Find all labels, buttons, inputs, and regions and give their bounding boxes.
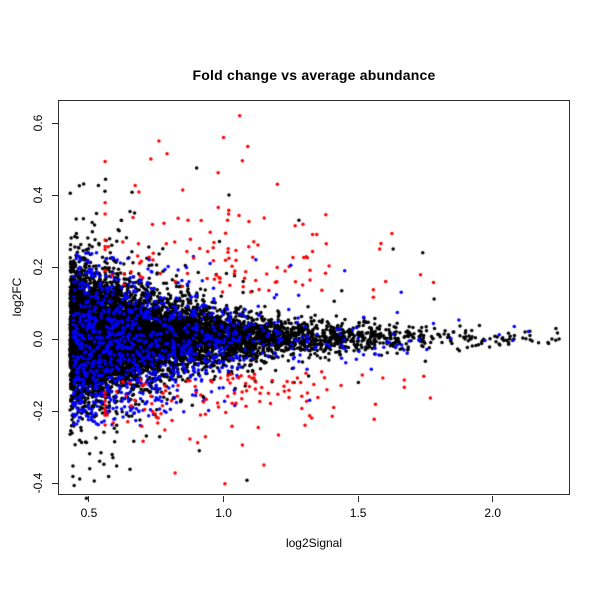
- x-axis-tick-mark: [357, 496, 359, 502]
- x-axis-title: log2Signal: [285, 536, 343, 550]
- x-axis-tick-mark: [223, 496, 225, 502]
- x-axis-tick-mark: [88, 496, 90, 502]
- y-axis-tick-mark: [52, 410, 58, 412]
- chart-title: Fold change vs average abundance: [192, 67, 436, 83]
- y-axis-tick-mark: [52, 338, 58, 340]
- y-axis-tick-label: -0.2: [31, 400, 45, 422]
- y-axis-title: log2FC: [10, 277, 24, 317]
- y-axis-tick-label: 0.0: [31, 330, 45, 348]
- x-axis-tick-label: 0.5: [80, 506, 98, 520]
- y-axis-tick-label: -0.4: [31, 472, 45, 494]
- y-axis-tick-mark: [52, 194, 58, 196]
- y-axis-tick-label: 0.4: [31, 186, 45, 204]
- x-axis-tick-label: 2.0: [484, 506, 502, 520]
- y-axis-tick-mark: [52, 266, 58, 268]
- y-axis-tick-mark: [52, 122, 58, 124]
- y-axis-tick-label: 0.6: [31, 114, 45, 132]
- x-axis-tick-label: 1.0: [215, 506, 232, 520]
- plot-area-border: [58, 100, 570, 495]
- y-axis-tick-mark: [52, 482, 58, 484]
- x-axis-tick-label: 1.5: [349, 506, 367, 520]
- y-axis-tick-label: 0.2: [31, 258, 45, 276]
- x-axis-tick-mark: [492, 496, 494, 502]
